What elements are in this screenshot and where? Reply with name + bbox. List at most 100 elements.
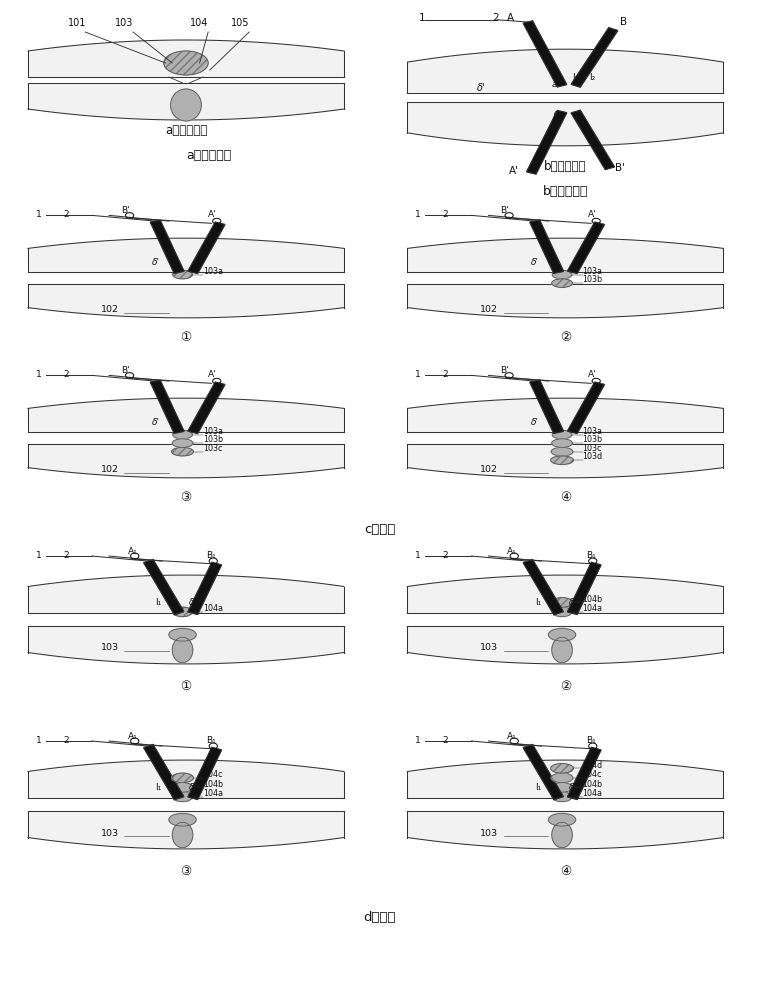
Ellipse shape <box>168 813 196 826</box>
Text: 104b: 104b <box>203 780 223 789</box>
Polygon shape <box>188 747 222 799</box>
Text: 2: 2 <box>442 551 448 560</box>
Text: 2: 2 <box>492 13 499 23</box>
Text: 2: 2 <box>63 736 68 745</box>
Text: I₂: I₂ <box>590 73 596 82</box>
Polygon shape <box>568 562 601 614</box>
Ellipse shape <box>552 637 572 663</box>
Text: A₁: A₁ <box>128 732 137 741</box>
Text: A₁: A₁ <box>508 547 517 556</box>
Text: I₁: I₁ <box>156 783 162 792</box>
Ellipse shape <box>172 439 193 447</box>
Text: I₁: I₁ <box>534 783 541 792</box>
Text: ③: ③ <box>181 865 191 878</box>
Text: I₁: I₁ <box>534 598 541 607</box>
Text: B': B' <box>615 163 625 173</box>
Text: A₁: A₁ <box>128 547 137 556</box>
Text: 104: 104 <box>191 18 209 28</box>
Polygon shape <box>568 747 601 799</box>
Text: 104c: 104c <box>203 770 222 779</box>
Polygon shape <box>28 83 344 120</box>
Text: A': A' <box>587 210 597 219</box>
Ellipse shape <box>551 447 573 456</box>
Text: 103b: 103b <box>203 435 223 444</box>
Ellipse shape <box>552 598 572 607</box>
Text: A₁: A₁ <box>508 732 517 741</box>
Text: 2: 2 <box>442 210 448 219</box>
Text: 1: 1 <box>415 736 421 745</box>
Polygon shape <box>523 560 563 615</box>
Text: 104a: 104a <box>203 604 223 613</box>
Text: I₁: I₁ <box>196 258 203 267</box>
Text: 103c: 103c <box>583 444 602 453</box>
Text: I₁: I₁ <box>196 418 203 427</box>
Ellipse shape <box>552 822 572 848</box>
Polygon shape <box>28 284 344 318</box>
Text: 104b: 104b <box>583 780 603 789</box>
Text: B': B' <box>121 206 130 215</box>
Polygon shape <box>28 444 344 478</box>
Polygon shape <box>571 110 615 170</box>
Ellipse shape <box>553 607 572 617</box>
Text: 103: 103 <box>100 644 118 652</box>
Ellipse shape <box>552 279 572 287</box>
Polygon shape <box>143 745 184 800</box>
Text: 103: 103 <box>480 644 498 652</box>
Polygon shape <box>143 560 184 615</box>
Text: ④: ④ <box>560 865 571 878</box>
Text: 102: 102 <box>100 305 118 314</box>
Ellipse shape <box>553 792 572 802</box>
Polygon shape <box>28 238 344 272</box>
Text: 103d: 103d <box>583 452 603 461</box>
Ellipse shape <box>553 270 572 279</box>
Text: 103b: 103b <box>583 275 603 284</box>
Text: δ': δ' <box>477 83 485 93</box>
Text: 102: 102 <box>480 305 498 314</box>
Polygon shape <box>523 745 563 800</box>
Polygon shape <box>408 444 723 478</box>
Text: b: b <box>549 129 554 138</box>
Text: B': B' <box>121 366 130 375</box>
Ellipse shape <box>172 773 194 783</box>
Text: 101: 101 <box>68 18 86 28</box>
Polygon shape <box>408 760 723 798</box>
Text: B₁: B₁ <box>206 551 216 560</box>
Polygon shape <box>28 575 344 613</box>
Text: 104c: 104c <box>583 770 602 779</box>
Text: 1: 1 <box>415 210 421 219</box>
Text: 104a: 104a <box>583 789 603 798</box>
Ellipse shape <box>168 628 196 641</box>
Text: 103: 103 <box>100 828 118 838</box>
Polygon shape <box>572 28 618 87</box>
Text: 103a: 103a <box>203 267 223 276</box>
Polygon shape <box>150 220 184 273</box>
Text: 102: 102 <box>480 465 498 474</box>
Text: ④: ④ <box>560 491 571 504</box>
Text: 103: 103 <box>115 18 134 28</box>
Text: α: α <box>545 57 551 67</box>
Text: ②: ② <box>560 680 571 693</box>
Polygon shape <box>28 398 344 432</box>
Text: δ': δ' <box>190 598 197 607</box>
Text: 103a: 103a <box>583 427 603 436</box>
Ellipse shape <box>171 89 201 121</box>
Polygon shape <box>408 102 723 146</box>
Polygon shape <box>408 811 723 849</box>
Text: δ': δ' <box>531 418 540 427</box>
Polygon shape <box>28 760 344 798</box>
Text: δ': δ' <box>569 598 577 607</box>
Ellipse shape <box>551 764 573 773</box>
Polygon shape <box>523 21 567 87</box>
Text: 1: 1 <box>36 736 42 745</box>
Text: ③: ③ <box>181 491 191 504</box>
Text: 2: 2 <box>442 736 448 745</box>
Ellipse shape <box>549 628 576 641</box>
Polygon shape <box>530 220 563 273</box>
Ellipse shape <box>551 773 573 783</box>
Ellipse shape <box>172 447 194 456</box>
Polygon shape <box>408 575 723 613</box>
Text: 103a: 103a <box>203 427 223 436</box>
Polygon shape <box>408 398 723 432</box>
Text: 104a: 104a <box>583 604 603 613</box>
Text: A': A' <box>587 370 597 379</box>
